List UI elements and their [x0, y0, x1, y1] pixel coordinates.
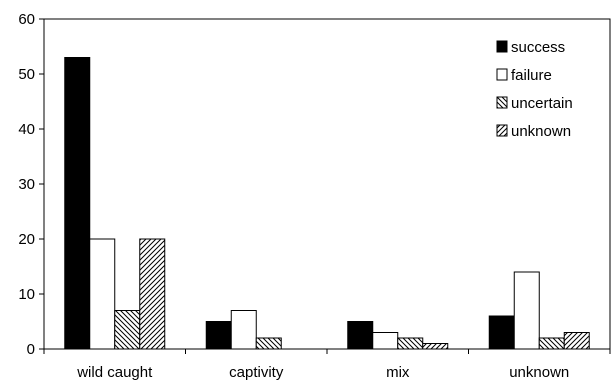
y-tick-label: 60	[18, 11, 35, 28]
bar-unknown-wild-caught	[139, 238, 166, 350]
y-tick-label: 30	[18, 176, 35, 193]
bar-uncertain-wild-caught	[114, 310, 141, 350]
legend-swatch-uncertain	[496, 96, 508, 109]
legend-swatch-failure	[496, 68, 508, 81]
legend-label-unknown: unknown	[511, 123, 571, 140]
x-category-label: unknown	[509, 364, 569, 381]
bar-failure-wild-caught	[89, 238, 116, 350]
x-category-label: mix	[386, 364, 410, 381]
bar-success-captivity	[205, 321, 232, 350]
chart-bars	[64, 57, 590, 350]
y-tick-label: 50	[18, 66, 35, 83]
bar-unknown-mix	[422, 343, 449, 350]
legend-label-success: success	[511, 39, 565, 56]
y-tick-label: 40	[18, 121, 35, 138]
bar-success-unknown	[488, 315, 515, 350]
legend-label-failure: failure	[511, 67, 552, 84]
bar-failure-captivity	[230, 310, 257, 350]
x-category-label: wild caught	[76, 364, 153, 381]
bar-uncertain-captivity	[255, 337, 282, 350]
chart-legend: success failure uncertain unknown	[496, 39, 573, 140]
bar-success-mix	[347, 321, 374, 350]
chart-axes: 0 10 20 30 40 50 60 wild caught captivity mix unkn…	[18, 11, 611, 381]
bar-failure-mix	[372, 332, 399, 350]
bar-failure-unknown	[513, 271, 540, 350]
legend-label-uncertain: uncertain	[511, 95, 573, 112]
y-tick-label: 20	[18, 231, 35, 248]
y-tick-label: 0	[27, 341, 35, 358]
y-tick-label: 10	[18, 286, 35, 303]
bar-success-wild-caught	[64, 57, 91, 350]
legend-swatch-unknown	[496, 124, 508, 137]
legend-swatch-success	[496, 40, 508, 53]
x-category-label: captivity	[229, 364, 284, 381]
bar-uncertain-mix	[397, 337, 424, 350]
bar-unknown-unknown	[563, 332, 590, 350]
bar-uncertain-unknown	[538, 337, 565, 350]
